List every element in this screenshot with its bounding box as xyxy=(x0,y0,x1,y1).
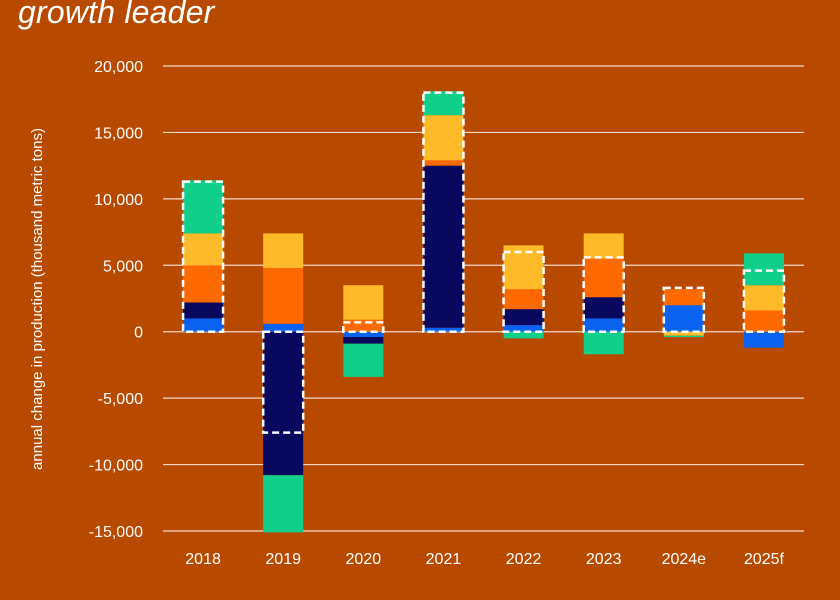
bar-segment xyxy=(663,331,704,336)
bar-segment xyxy=(263,323,304,332)
bar-segment xyxy=(183,233,224,266)
highlight-box xyxy=(502,250,545,333)
y-tick-label: 10,000 xyxy=(94,192,143,209)
bar-segment xyxy=(263,233,304,268)
x-tick-label: 2022 xyxy=(506,551,542,568)
x-axis-ticks: 2018 2019 2020 2021 2022 2023 2024e 2025f xyxy=(185,551,784,568)
bar-segment xyxy=(343,319,384,332)
bar-segment xyxy=(343,331,384,338)
highlight-box xyxy=(342,321,385,333)
bar-segment xyxy=(583,318,624,332)
highlight-box xyxy=(181,180,225,333)
x-tick-label: 2025f xyxy=(744,551,785,568)
bar-segment xyxy=(343,343,384,377)
bar-segment xyxy=(503,331,544,339)
y-axis-ticks: 20,000 15,000 10,000 5,000 0 -5,000 -10,000 -15… xyxy=(89,59,143,541)
x-tick-label: 2023 xyxy=(586,551,622,568)
highlight-box xyxy=(261,330,305,434)
bar-segment xyxy=(503,325,544,332)
bar-segment xyxy=(663,289,704,306)
y-tick-label: 0 xyxy=(134,325,143,342)
bar-segment xyxy=(663,335,704,338)
y-tick-label: -5,000 xyxy=(98,391,143,408)
y-tick-label: 15,000 xyxy=(94,125,143,142)
highlight-box xyxy=(582,256,625,333)
x-tick-label: 2024e xyxy=(662,551,707,568)
x-tick-label: 2020 xyxy=(346,551,382,568)
highlight-box xyxy=(742,269,786,333)
x-tick-label: 2019 xyxy=(265,551,301,568)
x-tick-label: 2021 xyxy=(426,551,462,568)
bar-segment xyxy=(263,331,304,476)
bar-segment xyxy=(183,302,224,319)
bars xyxy=(183,91,784,533)
bar-segment xyxy=(423,165,464,328)
y-tick-label: -10,000 xyxy=(89,458,143,475)
y-axis-label: annual change in production (thousand me… xyxy=(29,128,46,470)
bar-segment xyxy=(743,331,784,348)
y-tick-label: 20,000 xyxy=(94,59,143,76)
bar-segment xyxy=(583,331,624,355)
bar-segment xyxy=(343,285,384,320)
bar-segment xyxy=(583,297,624,319)
bar-segment xyxy=(743,285,784,311)
bar-segment xyxy=(743,310,784,332)
bar-segment xyxy=(183,180,224,234)
bar-segment xyxy=(423,91,464,116)
bar-segment xyxy=(503,289,544,310)
highlight-boxes xyxy=(181,91,786,434)
bar-segment xyxy=(183,265,224,303)
bar-segment xyxy=(263,267,304,324)
highlight-box xyxy=(662,286,706,333)
y-tick-label: 5,000 xyxy=(103,258,143,275)
bar-segment xyxy=(663,305,704,332)
bar-segment xyxy=(183,318,224,332)
bar-segment xyxy=(583,258,624,298)
gridlines xyxy=(163,65,804,532)
bar-segment xyxy=(423,160,464,166)
bar-segment xyxy=(743,253,784,286)
bar-segment xyxy=(503,309,544,326)
bar-segment xyxy=(423,327,464,332)
bar-segment xyxy=(263,475,304,533)
y-tick-label: -15,000 xyxy=(89,524,143,541)
bar-segment xyxy=(343,337,384,344)
x-tick-label: 2018 xyxy=(185,551,221,568)
highlight-box xyxy=(422,91,465,333)
bar-segment xyxy=(583,233,624,259)
bar-segment xyxy=(423,115,464,161)
chart-title: growth leader xyxy=(18,0,215,30)
